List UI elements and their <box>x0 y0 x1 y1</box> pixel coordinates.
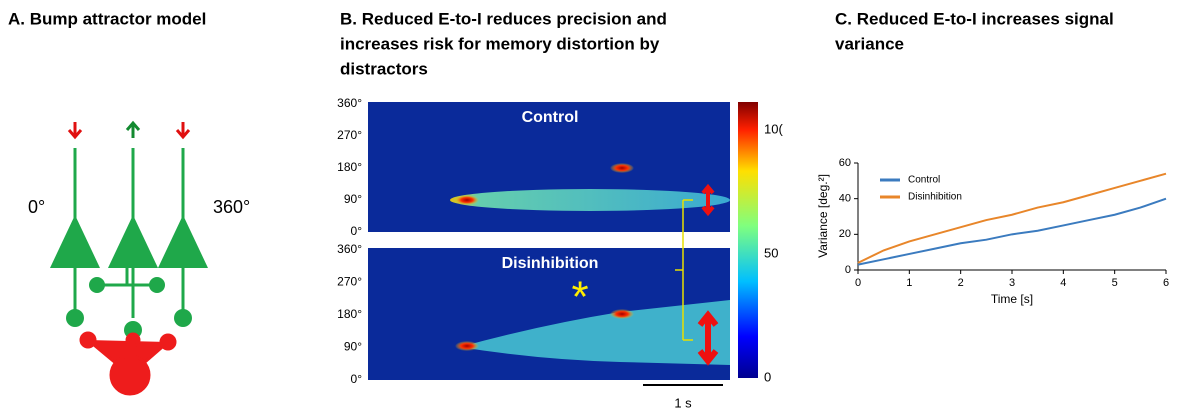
panel-title: A. Bump attractor model <box>8 9 206 28</box>
bump-diagram <box>50 120 208 396</box>
condition-label: Control <box>522 109 579 126</box>
y-tick-label: 270° <box>337 275 362 289</box>
y-tick-label: 360° <box>337 242 362 256</box>
y-tick-label: 0° <box>351 372 363 386</box>
y-tick-label: 0 <box>845 264 851 276</box>
legend-label: Disinhibition <box>908 192 962 203</box>
panel-title: distractors <box>340 59 428 78</box>
x-tick-label: 1 <box>906 277 912 289</box>
y-tick-label: 90° <box>344 192 362 206</box>
angle-label: 360° <box>213 197 250 217</box>
y-tick-label: 270° <box>337 128 362 142</box>
y-tick-label: 0° <box>351 224 363 238</box>
svg-text:*: * <box>571 273 588 322</box>
panel-title: C. Reduced E-to-I increases signal <box>835 9 1114 28</box>
x-tick-label: 5 <box>1112 277 1118 289</box>
y-tick-label: 60 <box>839 157 851 169</box>
panel-title: increases risk for memory distortion by <box>340 34 660 53</box>
x-tick-label: 6 <box>1163 277 1169 289</box>
series-line <box>857 197 1167 266</box>
series-line <box>857 172 1167 264</box>
y-tick-label: 40 <box>839 193 851 205</box>
x-tick-label: 0 <box>855 277 861 289</box>
heatmap: * <box>368 102 758 386</box>
legend-label: Control <box>908 175 940 186</box>
panel-title: variance <box>835 34 904 53</box>
y-tick-label: 180° <box>337 307 362 321</box>
condition-label: Disinhibition <box>502 255 599 272</box>
x-tick-label: 2 <box>958 277 964 289</box>
colorbar-tick-label: 10( <box>764 121 783 136</box>
panel-title: B. Reduced E-to-I reduces precision and <box>340 9 667 28</box>
y-tick-label: 90° <box>344 340 362 354</box>
colorbar-tick-label: 0 <box>764 369 771 384</box>
y-axis-label: Variance [deg.²] <box>816 174 830 258</box>
x-tick-label: 4 <box>1060 277 1066 289</box>
angle-label: 0° <box>28 197 45 217</box>
y-tick-label: 180° <box>337 160 362 174</box>
scale-label: 1 s <box>674 395 692 410</box>
colorbar-tick-label: 50 <box>764 245 778 260</box>
y-tick-label: 20 <box>839 228 851 240</box>
y-tick-label: 360° <box>337 96 362 110</box>
x-axis-label: Time [s] <box>991 292 1033 306</box>
x-tick-label: 3 <box>1009 277 1015 289</box>
